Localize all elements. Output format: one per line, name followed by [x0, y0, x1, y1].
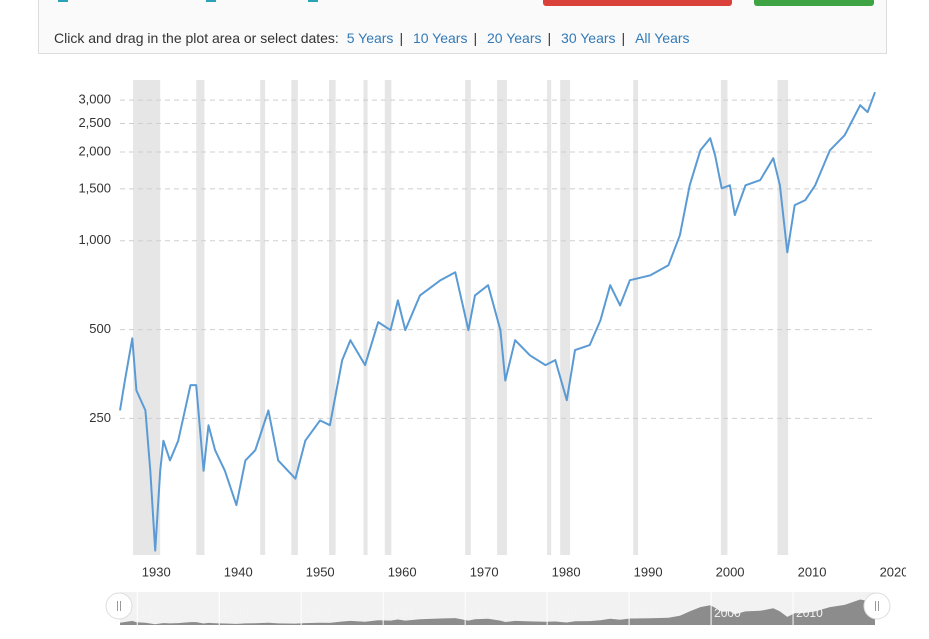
- navigator-handle[interactable]: [105, 592, 133, 620]
- y-tick-label: 1,000: [78, 232, 111, 247]
- x-tick-label: 1950: [306, 564, 335, 579]
- recession-band: [465, 80, 471, 555]
- range-link[interactable]: 5 Years: [346, 30, 394, 46]
- range-link[interactable]: 20 Years: [487, 30, 542, 46]
- recession-band: [384, 80, 392, 555]
- button[interactable]: [754, 0, 874, 6]
- recession-band: [497, 80, 507, 555]
- x-tick-label: 1980: [552, 564, 581, 579]
- x-tick-label: 2020: [880, 564, 906, 579]
- recession-band: [133, 80, 161, 555]
- checkbox[interactable]: [58, 0, 68, 2]
- separator: |: [547, 30, 552, 46]
- recession-band: [260, 80, 266, 555]
- button[interactable]: [543, 0, 732, 6]
- recession-band: [720, 80, 728, 555]
- x-tick-label: 1990: [634, 564, 663, 579]
- navigator-label: 1970: [468, 606, 495, 620]
- x-tick-label: 1960: [388, 564, 417, 579]
- x-tick-label: 2000: [716, 564, 745, 579]
- navigator-label: 2000: [714, 606, 741, 620]
- separator: |: [621, 30, 626, 46]
- y-tick-label: 2,000: [78, 143, 111, 158]
- separator: |: [473, 30, 478, 46]
- recession-band: [291, 80, 298, 555]
- date-range-row: Click and drag in the plot area or selec…: [54, 30, 694, 46]
- y-tick-label: 1,500: [78, 180, 111, 195]
- chart: 250 500 1,000 1,500 2,000 2,500 3,000 1930 1940 1…: [78, 80, 906, 625]
- x-tick-label: 1970: [470, 564, 499, 579]
- navigator-label: 1990: [632, 606, 659, 620]
- y-tick-label: 250: [89, 410, 111, 425]
- y-tick-label: 3,000: [78, 92, 111, 107]
- navigator-label: 1930: [140, 606, 167, 620]
- series-line: [119, 91, 876, 552]
- recession-band: [777, 80, 789, 555]
- range-link[interactable]: 10 Years: [412, 30, 468, 46]
- prompt: Click and drag in the plot area or selec…: [54, 30, 339, 46]
- y-tick-label: 2,500: [78, 115, 111, 130]
- recession-band: [547, 80, 552, 555]
- x-tick-label: 1940: [224, 564, 253, 579]
- navigator-handle[interactable]: [863, 592, 891, 620]
- recession-band: [196, 80, 205, 555]
- toolbar: Click and drag in the plot area or selec…: [38, 0, 887, 54]
- navigator-label: 1980: [550, 606, 577, 620]
- recession-band: [329, 80, 336, 555]
- range-link[interactable]: 30 Years: [561, 30, 616, 46]
- navigator-label: 1940: [222, 606, 249, 620]
- recession-band: [633, 80, 639, 555]
- recession-band: [560, 80, 571, 555]
- range-link[interactable]: All Years: [635, 30, 690, 46]
- y-tick-label: 500: [89, 321, 111, 336]
- x-tick-label: 2010: [798, 564, 827, 579]
- navigator-label: 1950: [304, 606, 331, 620]
- navigator-label: 2010: [796, 606, 823, 620]
- checkbox[interactable]: [206, 0, 216, 2]
- navigator-label: 1960: [386, 606, 413, 620]
- separator: |: [399, 30, 404, 46]
- navigator-area: [120, 596, 875, 625]
- recession-band: [363, 80, 368, 555]
- x-tick-label: 1930: [142, 564, 171, 579]
- checkbox[interactable]: [308, 0, 318, 2]
